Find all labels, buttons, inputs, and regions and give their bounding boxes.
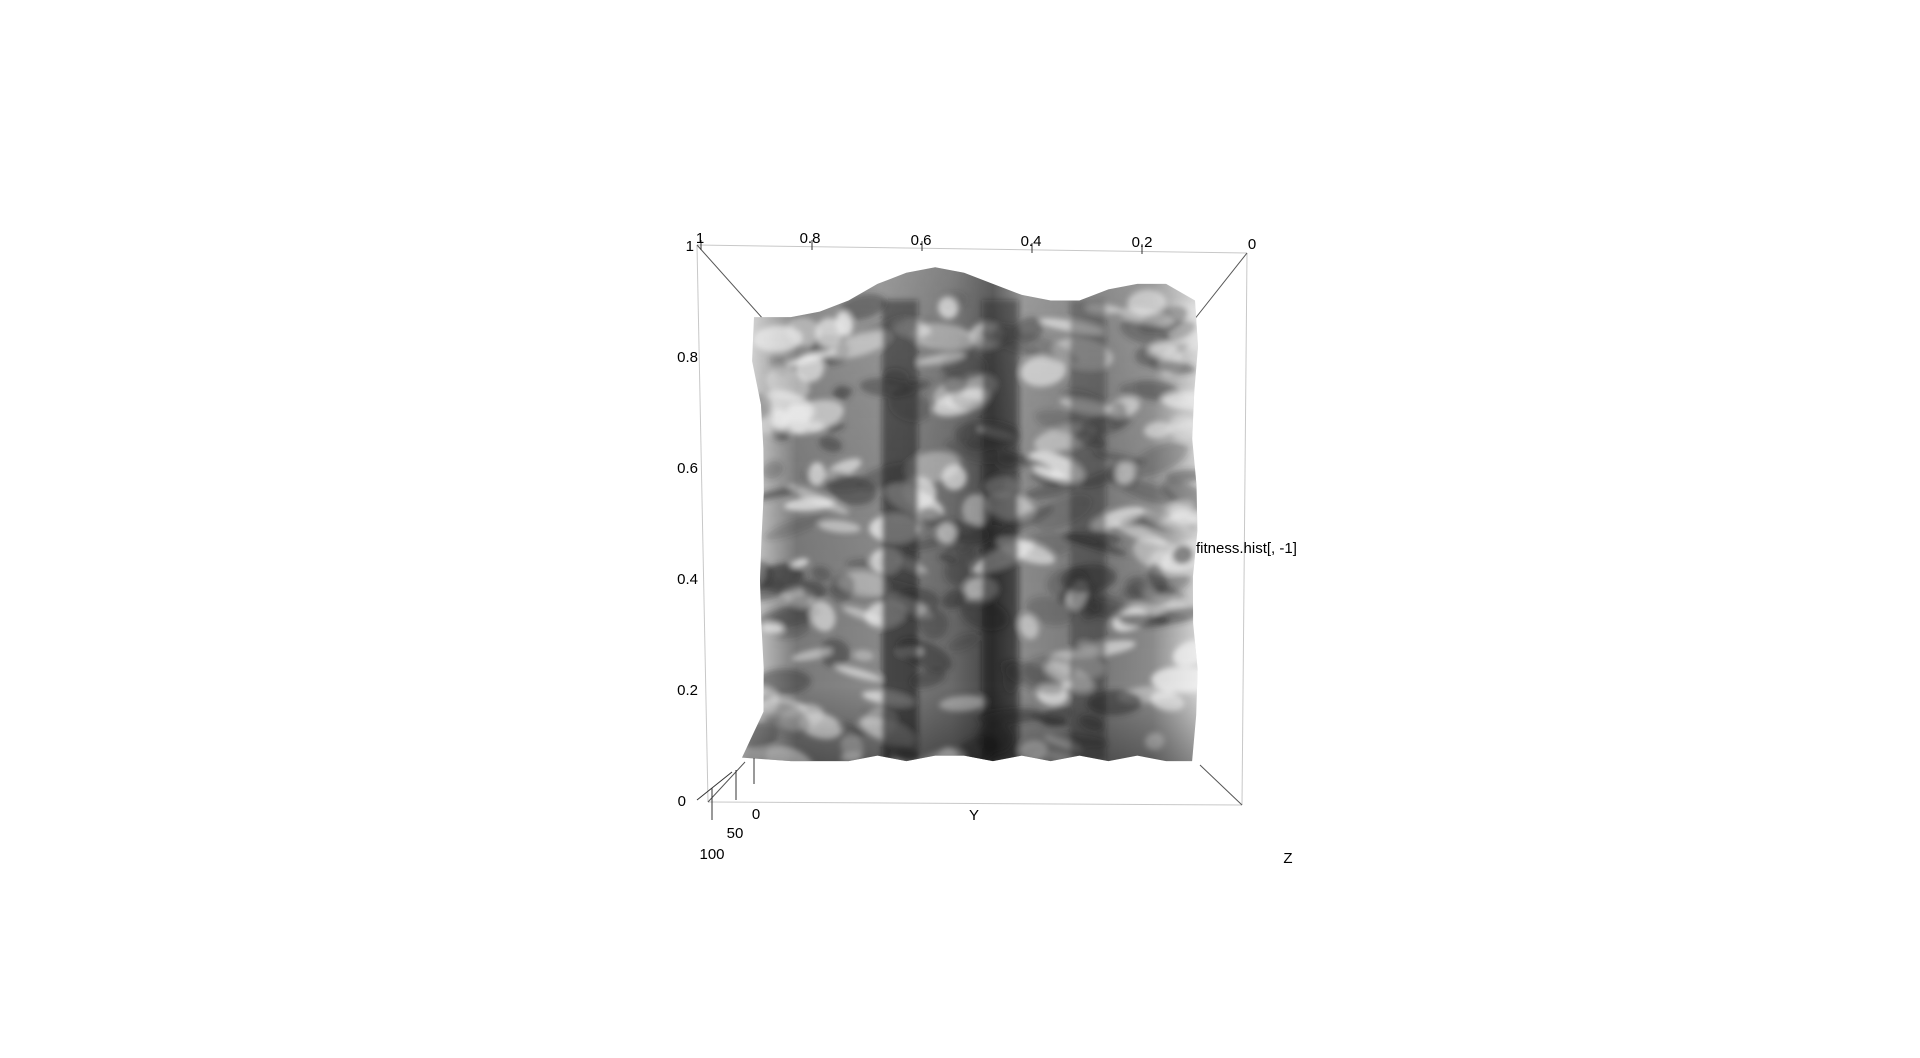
surface-facet xyxy=(1106,769,1155,788)
depth-tick-label: 50 xyxy=(727,825,744,842)
top-tick-label: 0.8 xyxy=(800,230,821,247)
depth-tick-label: 100 xyxy=(699,846,724,863)
top-tick-label: 0.2 xyxy=(1132,234,1153,251)
z-axis-label: Z xyxy=(1283,850,1292,867)
top-tick-label: 1 xyxy=(696,230,704,247)
axis-labels: 1 0.8 0.6 0.4 0.2 0 1 0.8 0.6 0.4 0.2 0 … xyxy=(677,230,1297,867)
surface-facet xyxy=(979,762,1025,778)
left-tick-label: 0 xyxy=(678,793,686,810)
left-tick-label: 0.8 xyxy=(677,349,698,366)
left-tick-label: 0.2 xyxy=(677,682,698,699)
top-tick-label: 0.6 xyxy=(911,232,932,249)
top-tick-label: 0.4 xyxy=(1021,233,1042,250)
x-axis-label: Y xyxy=(969,807,979,824)
axis-box xyxy=(696,244,1248,806)
depth-tick-label: 0 xyxy=(752,806,760,823)
surface xyxy=(742,267,1198,788)
left-tick-label: 0.4 xyxy=(677,571,698,588)
tick-marks xyxy=(696,240,1143,820)
top-tick-label: 0 xyxy=(1248,236,1256,253)
y-axis-label: fitness.hist[, -1] xyxy=(1196,540,1297,557)
left-tick-label: 0.6 xyxy=(677,460,698,477)
left-tick-label: 1 xyxy=(686,238,694,255)
